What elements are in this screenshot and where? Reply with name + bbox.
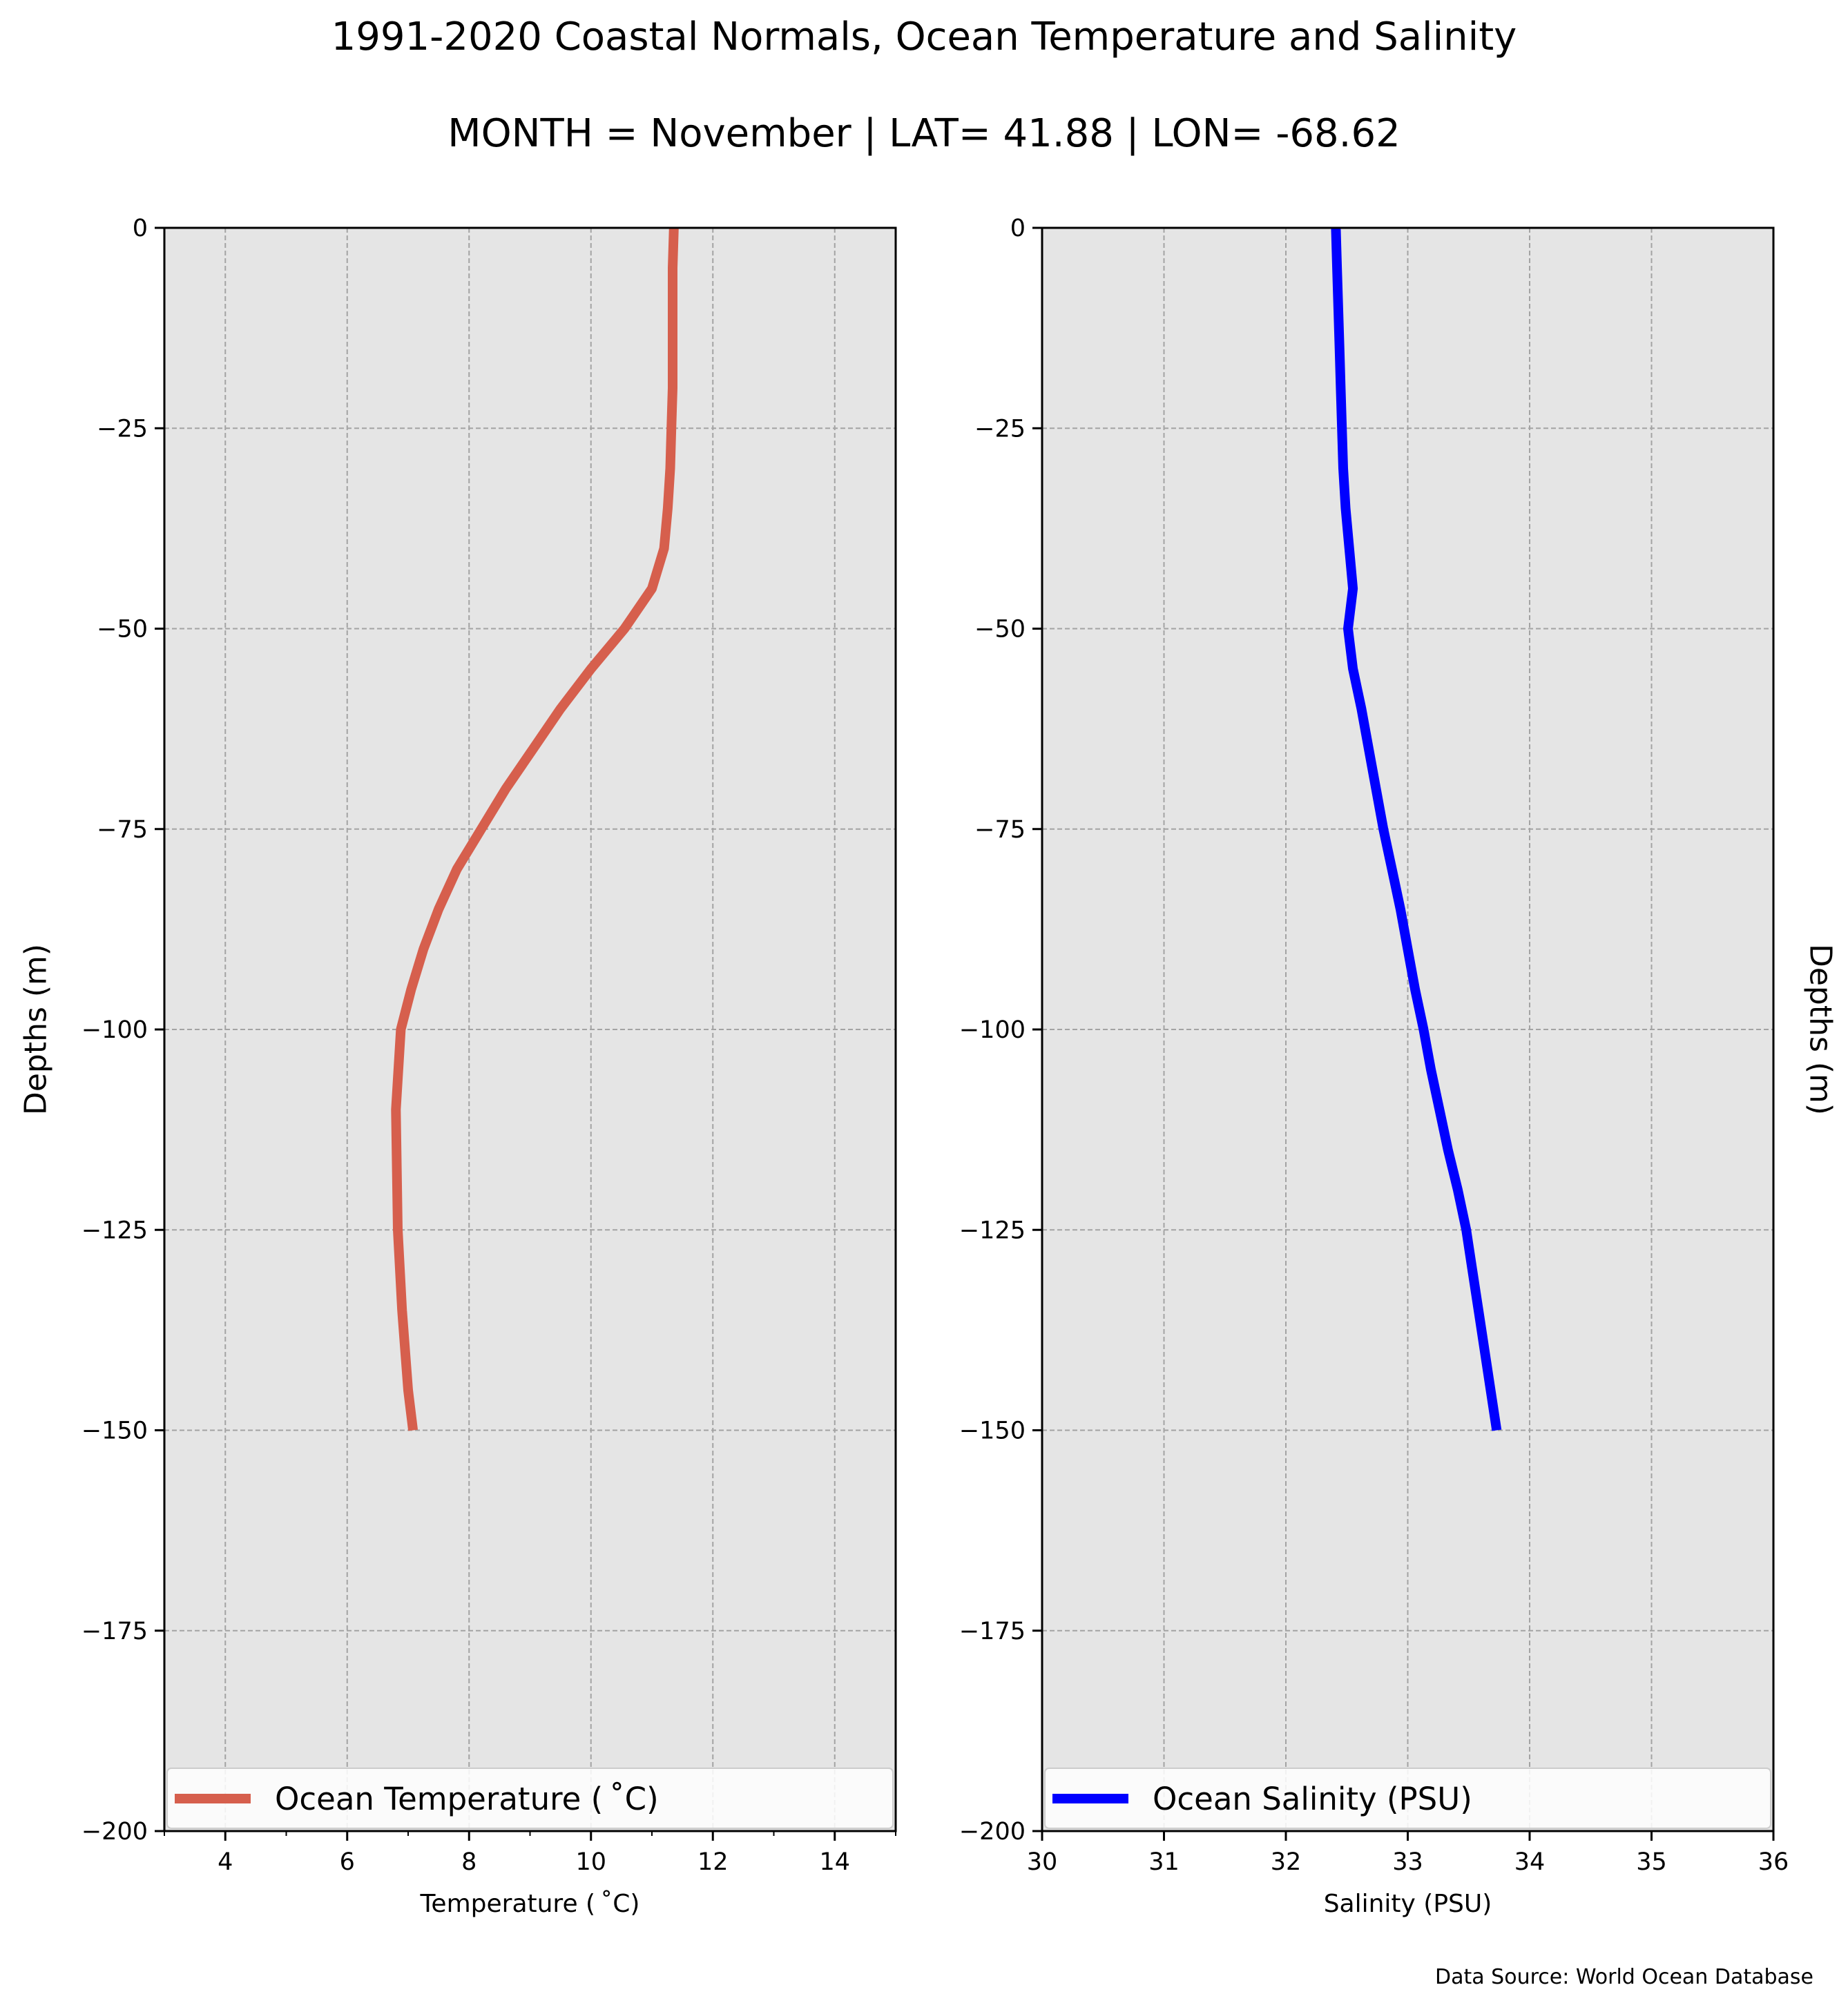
panel1-ytick-label-2: −50 (974, 616, 1026, 644)
panel0-ytick-label-2: −50 (97, 616, 148, 644)
panel1-xtick-label-1: 31 (1148, 1848, 1180, 1876)
panel0-y-axis-label: Depths (m) (19, 944, 54, 1115)
panel1-legend-label: Ocean Salinity (PSU) (1153, 1781, 1472, 1817)
panel0-ytick-label-3: −75 (97, 816, 148, 844)
source-note: Data Source: World Ocean Database (1435, 1965, 1813, 1989)
panel1-xtick-label-4: 34 (1514, 1848, 1546, 1876)
panel0-series-line-0 (391, 227, 679, 1431)
temperature-panel: 0 −25 −50 −75 −100 −125 −150 −175 −200 4 6 8 10 12 14 T… (19, 215, 897, 1918)
panel1-ytick-label-8: −200 (959, 1818, 1026, 1846)
panel0-ytick-label-4: −100 (81, 1016, 148, 1044)
panel1-xtick-label-0: 30 (1027, 1848, 1058, 1876)
panel1-ytick-label-3: −75 (974, 816, 1026, 844)
panel0-ytick-label-7: −175 (81, 1618, 148, 1645)
panel1-xtick-label-2: 32 (1271, 1848, 1302, 1876)
panel1-xtick-label-3: 33 (1392, 1848, 1423, 1876)
panel1-ytick-label-0: 0 (1010, 215, 1026, 242)
panel0-ytick-label-0: 0 (133, 215, 148, 242)
panel1-ytick-label-1: −25 (974, 415, 1026, 443)
panel1-y-axis-label: Depths (m) (1803, 944, 1838, 1115)
panel0-ytick-label-5: −125 (81, 1217, 148, 1244)
panel0-xtick-label-3: 10 (575, 1848, 606, 1876)
panel0-xtick-label-1: 6 (340, 1848, 355, 1876)
panel0-ytick-label-1: −25 (97, 415, 148, 443)
chart-subtitle: MONTH = November | LAT= 41.88 | LON= -68… (447, 111, 1401, 156)
panel1-x-axis-label: Salinity (PSU) (1324, 1890, 1492, 1918)
panel1-ytick-label-6: −150 (959, 1417, 1026, 1445)
panel1-series-line-0 (1331, 227, 1502, 1431)
panel1-xtick-label-6: 36 (1758, 1848, 1789, 1876)
panel1-legend: Ocean Salinity (PSU) (1044, 1768, 1771, 1829)
panel0-legend-label: Ocean Temperature ( ˚C) (275, 1781, 659, 1817)
chart-title: 1991-2020 Coastal Normals, Ocean Tempera… (331, 14, 1517, 59)
panel0-legend-box (166, 1768, 894, 1829)
panel0-ytick-label-8: −200 (81, 1818, 148, 1846)
panel1-ytick-label-4: −100 (959, 1016, 1026, 1044)
panel1-legend-box (1044, 1768, 1771, 1829)
panel0-xtick-label-0: 4 (218, 1848, 233, 1876)
panel1-ytick-label-7: −175 (959, 1618, 1026, 1645)
panel0-legend: Ocean Temperature ( ˚C) (166, 1768, 894, 1829)
panel0-xtick-label-5: 14 (819, 1848, 850, 1876)
panel0-xtick-label-4: 12 (697, 1848, 729, 1876)
panel1-xtick-label-5: 35 (1636, 1848, 1667, 1876)
panel0-x-axis-label: Temperature ( ˚C) (420, 1890, 640, 1918)
panel1-ytick-label-5: −125 (959, 1217, 1026, 1244)
panel0-xtick-label-2: 8 (461, 1848, 477, 1876)
panel0-ytick-label-6: −150 (81, 1417, 148, 1445)
